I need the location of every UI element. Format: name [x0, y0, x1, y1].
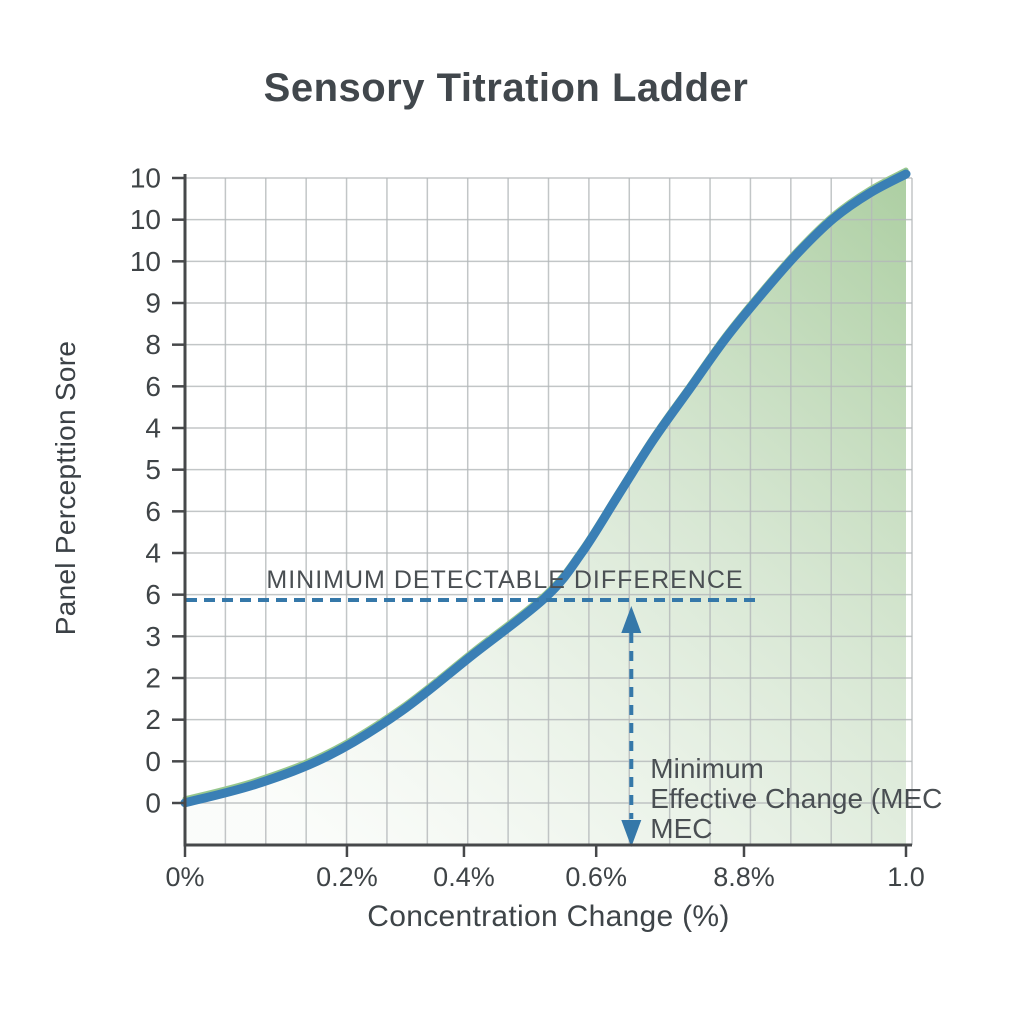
chart-title: Sensory Titration Ladder [263, 66, 749, 110]
mec-arrow-head-bottom [621, 820, 642, 847]
y-tick-label: 9 [145, 288, 161, 319]
y-tick-label: 2 [145, 663, 161, 694]
x-tick-label: 0.6% [565, 862, 627, 892]
x-tick-label: 8.8% [713, 862, 775, 892]
mdd-label: MINIMUM DETECTABLE DIFFERENCE [266, 566, 743, 594]
x-axis-title: Concentration Change (%) [367, 900, 730, 933]
x-tick-label: 1.0 [887, 862, 925, 892]
mec-label-line: Minimum [650, 753, 764, 784]
y-tick-label: 0 [145, 788, 161, 819]
x-tick-label: 0.4% [433, 862, 495, 892]
y-tick-label: 6 [145, 496, 161, 527]
y-tick-label: 4 [145, 413, 161, 444]
y-tick-label: 6 [145, 579, 161, 610]
x-tick-label: 0.2% [316, 862, 378, 892]
mec-label-line: Effective Change (MEC [650, 783, 942, 814]
perception-curve [180, 169, 911, 808]
y-tick-label: 0 [145, 746, 161, 777]
mec-label-line: MEC [650, 813, 712, 844]
y-tick-label: 6 [145, 371, 161, 402]
y-tick-label: 4 [145, 538, 161, 569]
y-tick-label: 2 [145, 704, 161, 735]
y-tick-label: 10 [130, 163, 161, 194]
area-fill [185, 174, 906, 845]
y-tick-label: 10 [130, 246, 161, 277]
mec-arrow-head-top [621, 605, 642, 633]
y-tick-label: 10 [130, 204, 161, 235]
y-tick-label: 5 [145, 454, 161, 485]
y-tick-label: 8 [145, 329, 161, 360]
x-tick-label: 0% [165, 862, 204, 892]
y-tick-label: 3 [145, 621, 161, 652]
